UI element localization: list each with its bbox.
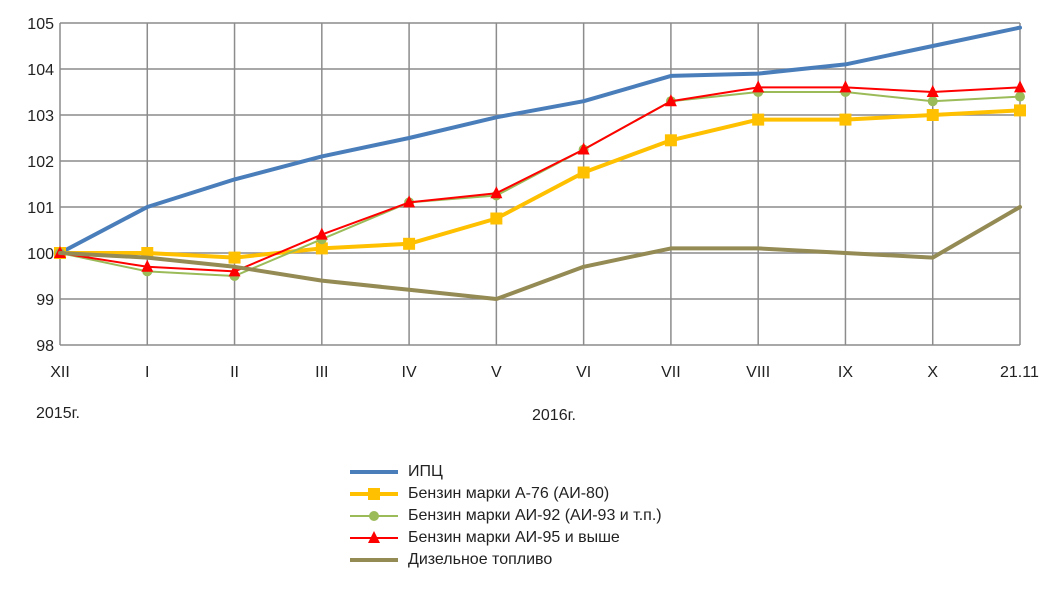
triangle-marker (839, 80, 852, 93)
x-tick-label: VI (576, 364, 591, 381)
legend-label: Бензин марки А-76 (АИ-80) (408, 485, 610, 502)
triangle-marker (664, 94, 677, 107)
triangle-marker (403, 195, 416, 208)
y-tick-label: 103 (27, 108, 54, 125)
y-tick-label: 98 (36, 338, 54, 355)
triangle-marker (1014, 80, 1026, 93)
series-1 (58, 25, 1022, 255)
chart-series (54, 25, 1026, 301)
x-tick-label: VIII (746, 364, 770, 381)
y-axis: 98 99 100 101 102 103 104 105 (27, 16, 54, 355)
y-tick-label: 105 (27, 16, 54, 33)
legend-swatch (350, 470, 398, 474)
period-label-2015: 2015г. (36, 405, 80, 422)
x-tick-label: II (230, 364, 239, 381)
period-label-2016: 2016г. (532, 407, 576, 424)
series-line (59, 91, 1021, 277)
legend-label: Бензин марки АИ-92 (АИ-93 и т.п.) (408, 507, 662, 524)
triangle-marker (141, 259, 154, 272)
legend-item: Дизельное топливо (348, 549, 662, 571)
legend-item: Бензин марки АИ-92 (АИ-93 и т.п.) (348, 505, 662, 527)
square-marker (315, 242, 328, 255)
square-marker (403, 237, 416, 250)
triangle-marker (926, 85, 939, 97)
series-line (58, 108, 1022, 260)
square-marker (752, 113, 765, 126)
x-tick-label: XII (50, 364, 70, 381)
triangle-marker (490, 186, 503, 199)
series-line (58, 205, 1022, 301)
square-marker (228, 251, 241, 264)
y-tick-label: 102 (27, 154, 54, 171)
triangle-marker (577, 142, 590, 155)
y-tick-label: 99 (36, 292, 54, 309)
triangle-marker (752, 80, 765, 93)
triangle-marker (368, 531, 380, 543)
circle-marker (369, 511, 379, 521)
square-marker (577, 166, 590, 179)
chart-grid (59, 22, 1021, 346)
x-tick-label: VII (661, 364, 681, 381)
x-axis: XII I II III IV V VI VII VIII IX X 21.11 (50, 364, 1039, 381)
y-tick-label: 100 (27, 246, 54, 263)
legend-label: ИПЦ (408, 463, 443, 480)
chart-legend: ИПЦ Бензин марки А-76 (АИ-80) Бензин марки… (348, 461, 662, 571)
legend-item: Бензин марки АИ-95 и выше (348, 527, 662, 549)
y-tick-label: 101 (27, 200, 54, 217)
square-marker (839, 113, 852, 126)
x-tick-label: 21.11 (1000, 364, 1039, 381)
legend-item: ИПЦ (348, 461, 662, 483)
x-tick-label: X (927, 364, 938, 381)
x-tick-label: V (491, 364, 502, 381)
series-line (58, 25, 1022, 255)
series-2 (54, 104, 1026, 264)
legend-swatch (350, 531, 398, 543)
series-5 (58, 205, 1022, 301)
x-tick-label: IV (402, 364, 417, 381)
legend-label: Бензин марки АИ-95 и выше (408, 529, 620, 546)
square-marker (1014, 104, 1026, 117)
legend-swatch (350, 488, 398, 500)
x-tick-label: IX (838, 364, 853, 381)
x-tick-label: I (145, 364, 149, 381)
legend-item: Бензин марки А-76 (АИ-80) (348, 483, 662, 505)
legend-swatch (350, 511, 398, 521)
legend-swatch (350, 558, 398, 562)
legend-label: Дизельное топливо (408, 551, 553, 568)
circle-marker (927, 96, 938, 107)
triangle-marker (228, 264, 241, 277)
x-tick-label: III (315, 364, 328, 381)
series-line (59, 86, 1021, 273)
square-marker (926, 109, 939, 121)
triangle-marker (315, 227, 328, 240)
y-tick-label: 104 (27, 62, 54, 79)
circle-marker (1015, 91, 1025, 102)
square-marker (490, 212, 503, 225)
square-marker (368, 488, 380, 500)
square-marker (664, 134, 677, 147)
